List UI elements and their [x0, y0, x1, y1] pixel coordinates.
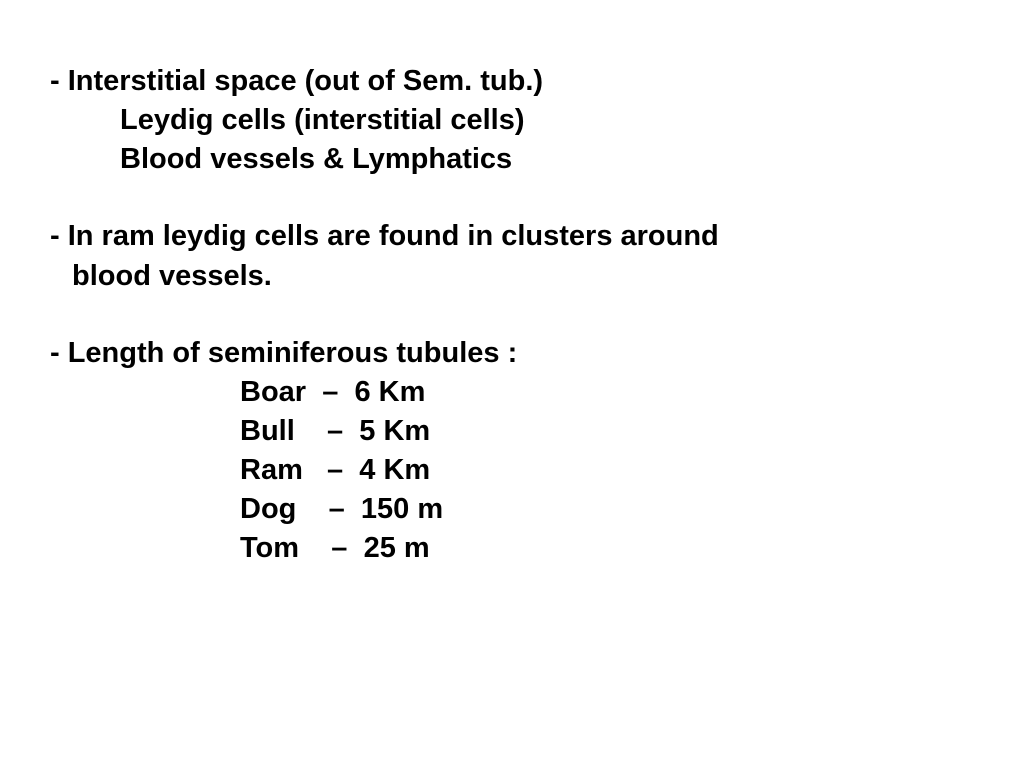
block1-line3: Blood vessels & Lymphatics — [50, 140, 974, 179]
block2-line1: - In ram leydig cells are found in clust… — [50, 217, 974, 256]
data-row: Dog – 150 m — [50, 490, 974, 529]
data-row: Tom – 25 m — [50, 529, 974, 568]
block2-line2: blood vessels. — [50, 257, 974, 296]
separator: – — [327, 415, 343, 447]
animal-label: Dog — [240, 493, 296, 525]
data-row: Bull – 5 Km — [50, 412, 974, 451]
length-value: 150 m — [361, 493, 443, 525]
separator: – — [327, 454, 343, 486]
block1-line1: - Interstitial space (out of Sem. tub.) — [50, 62, 974, 101]
data-row: Boar – 6 Km — [50, 373, 974, 412]
separator: – — [329, 493, 345, 525]
block3-heading: - Length of seminiferous tubules : — [50, 334, 974, 373]
animal-label: Ram — [240, 454, 303, 486]
separator: – — [331, 532, 347, 564]
spacer-2 — [50, 296, 974, 334]
spacer-1 — [50, 179, 974, 217]
length-value: 25 m — [364, 532, 430, 564]
separator: – — [322, 376, 338, 408]
length-value: 6 Km — [354, 376, 425, 408]
block1-line2: Leydig cells (interstitial cells) — [50, 101, 974, 140]
length-value: 5 Km — [359, 415, 430, 447]
slide-content: - Interstitial space (out of Sem. tub.) … — [50, 62, 974, 569]
animal-label: Bull — [240, 415, 295, 447]
length-value: 4 Km — [359, 454, 430, 486]
animal-label: Boar — [240, 376, 306, 408]
data-row: Ram – 4 Km — [50, 451, 974, 490]
animal-label: Tom — [240, 532, 299, 564]
